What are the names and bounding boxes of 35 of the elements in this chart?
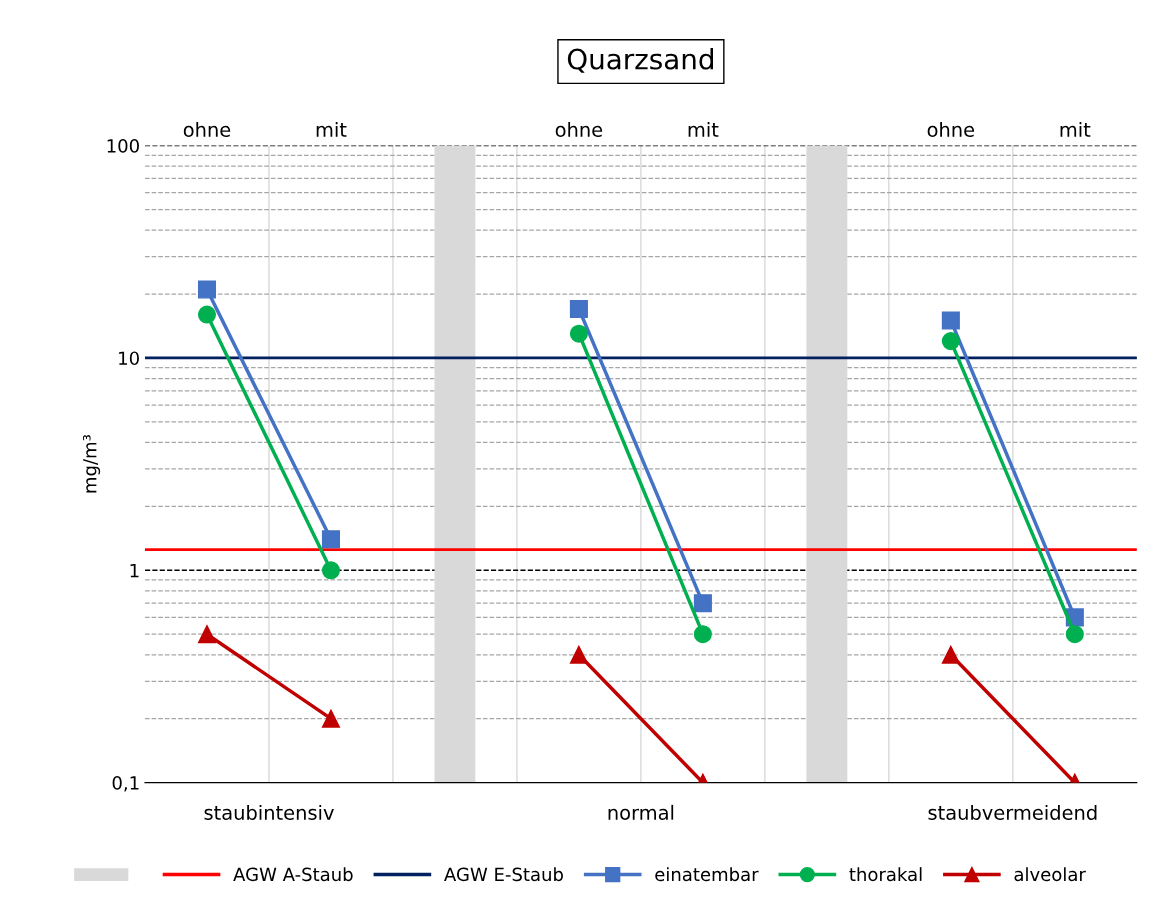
- point: [321, 709, 340, 728]
- x-tick-label: ohne: [927, 121, 975, 137]
- legend-label: AGW A-Staub: [233, 867, 353, 882]
- point: [693, 594, 712, 613]
- point: [321, 561, 340, 580]
- point: [569, 324, 588, 343]
- y-tick-label: 100: [107, 139, 139, 153]
- x-tick-label: ohne: [555, 121, 603, 137]
- text: staubintensiv: [204, 804, 334, 820]
- legend-label: einatembar: [655, 867, 759, 882]
- y-tick-label: 0,1: [112, 776, 139, 792]
- legend-label: alveolar: [1014, 867, 1086, 882]
- x-tick-label: ohne: [183, 121, 231, 137]
- point: [941, 332, 960, 351]
- point: [197, 280, 217, 299]
- legend-label: thorakal: [849, 867, 922, 882]
- point: [569, 645, 588, 664]
- text: normal: [608, 804, 674, 820]
- legend-label: AGW E-Staub: [444, 867, 563, 882]
- x-tick-label: mit: [688, 121, 719, 137]
- y-axis-title: mg/m³: [82, 435, 101, 493]
- y-tick-label: 1: [130, 563, 139, 578]
- chart-title: Quarzsand: [567, 48, 713, 73]
- point: [1065, 625, 1084, 644]
- point: [693, 625, 712, 644]
- text: staubvermeidend: [928, 804, 1097, 820]
- point: [321, 530, 340, 549]
- x-tick-label: mit: [1060, 121, 1091, 137]
- x-tick-label: mit: [316, 121, 347, 137]
- point: [197, 305, 217, 324]
- point: [941, 311, 960, 330]
- y-tick-label: 10: [119, 351, 139, 366]
- point: [941, 645, 960, 664]
- point: [197, 625, 217, 644]
- point: [569, 299, 588, 319]
